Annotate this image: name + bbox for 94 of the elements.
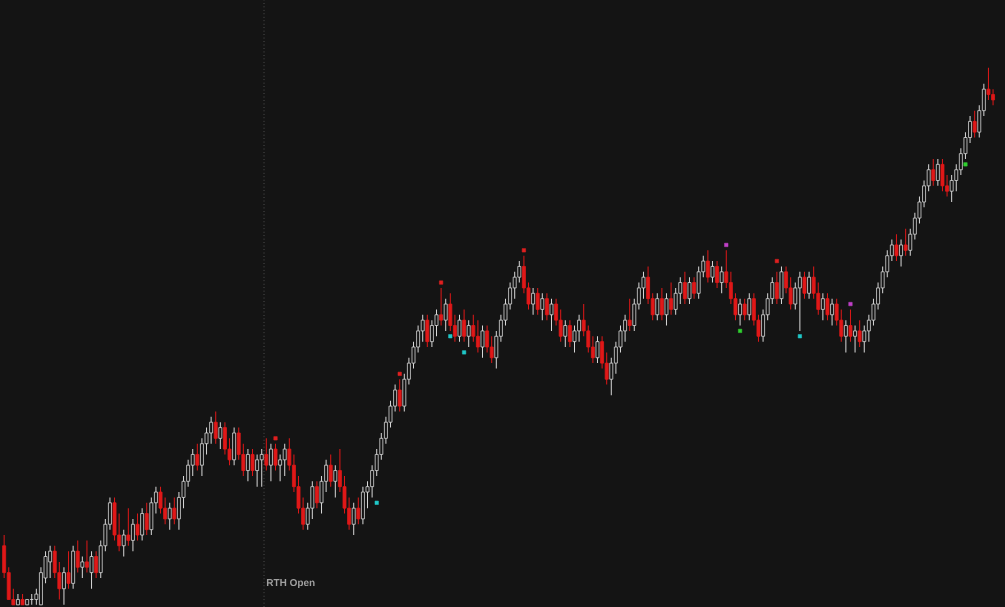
candlestick xyxy=(655,292,660,321)
candlestick xyxy=(535,287,540,316)
point xyxy=(738,328,743,333)
point xyxy=(848,302,853,307)
candlestick xyxy=(89,550,94,590)
candlestick xyxy=(475,319,480,353)
candlestick xyxy=(172,496,177,525)
candlestick xyxy=(853,325,857,353)
point xyxy=(797,334,802,339)
candlestick xyxy=(692,276,696,300)
candlestick xyxy=(397,378,402,412)
candlestick xyxy=(195,443,200,472)
candlestick xyxy=(738,298,742,327)
candlestick xyxy=(462,308,467,343)
candlestick xyxy=(66,550,71,590)
point xyxy=(724,242,729,247)
candlestick xyxy=(664,292,669,327)
candlestick xyxy=(356,496,361,525)
point xyxy=(521,248,526,253)
candlestick xyxy=(439,287,444,327)
point xyxy=(774,259,779,264)
point xyxy=(462,350,467,355)
candlestick xyxy=(140,507,145,541)
candlestick xyxy=(269,443,273,482)
candlestick xyxy=(705,249,710,284)
point xyxy=(273,436,278,441)
candlestick xyxy=(351,502,356,536)
candlestick xyxy=(549,298,554,332)
candlestick xyxy=(820,292,825,321)
candlestick xyxy=(540,292,545,321)
candlestick xyxy=(314,480,319,509)
candlestick xyxy=(659,287,664,321)
candlestick xyxy=(282,443,287,477)
candlestick xyxy=(830,298,834,327)
candlestick xyxy=(931,158,936,187)
point xyxy=(448,334,453,339)
candlestick xyxy=(825,292,830,321)
candlestick xyxy=(682,271,687,305)
candlestick xyxy=(687,276,692,305)
candlestick xyxy=(531,287,536,316)
candlestick xyxy=(250,448,255,477)
candlestick xyxy=(899,239,903,267)
candlestick xyxy=(595,335,600,364)
annotation: RTH Open xyxy=(266,579,315,589)
candlestick xyxy=(843,319,848,353)
candlestick xyxy=(167,502,172,531)
candlestick xyxy=(715,260,719,289)
candlestick xyxy=(807,271,811,300)
candlestick xyxy=(457,314,462,343)
candlestick xyxy=(94,550,99,579)
candlestick xyxy=(328,453,333,488)
candlestick xyxy=(135,513,140,541)
candlestick xyxy=(972,110,977,139)
candlestick xyxy=(710,260,715,284)
candlestick xyxy=(126,507,131,547)
candlestick xyxy=(213,410,218,445)
candlestick xyxy=(466,319,471,348)
candlestick xyxy=(774,271,779,305)
candlestick xyxy=(80,556,85,579)
candlestick xyxy=(246,448,250,482)
candlestick xyxy=(747,292,752,321)
candlestick xyxy=(719,265,724,294)
candlestick xyxy=(255,453,260,488)
candlestick xyxy=(903,228,908,257)
candlestick xyxy=(669,282,673,316)
candlestick xyxy=(218,421,223,450)
candlestick xyxy=(333,464,338,498)
candlestick xyxy=(627,298,632,332)
point xyxy=(374,500,379,505)
candlestick xyxy=(75,539,80,574)
candlestick xyxy=(131,518,135,552)
candlestick xyxy=(742,298,747,321)
candlestick xyxy=(802,271,807,300)
candlestick xyxy=(797,271,802,332)
candlestick xyxy=(986,67,991,101)
candlestick xyxy=(144,502,149,536)
candlestick xyxy=(121,529,126,558)
candlestick xyxy=(425,314,430,348)
candlestick xyxy=(85,539,89,574)
candlestick xyxy=(857,319,862,348)
candlestick xyxy=(544,292,549,321)
candlestick xyxy=(563,319,568,348)
candlestick xyxy=(264,437,269,472)
point xyxy=(397,371,402,376)
candlestick xyxy=(894,233,899,262)
candlestick xyxy=(480,325,485,359)
candlestick xyxy=(273,443,278,472)
candlestick xyxy=(935,158,940,187)
point xyxy=(963,162,968,167)
candlestick xyxy=(443,298,448,332)
candlestick xyxy=(848,308,853,343)
candlestick xyxy=(567,319,572,348)
point xyxy=(439,280,444,285)
candlestick xyxy=(259,448,264,488)
